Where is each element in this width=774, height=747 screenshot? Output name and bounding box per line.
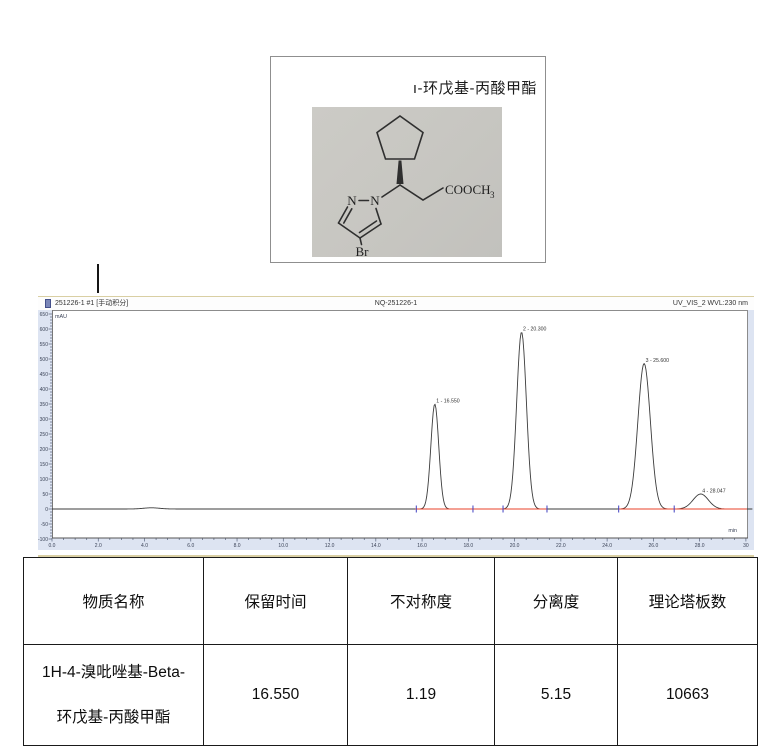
table-header-row: 物质名称 保留时间 不对称度 分离度 理论塔板数 <box>23 557 758 645</box>
results-table: 物质名称 保留时间 不对称度 分离度 理论塔板数 1H-4-溴吡唑基-Beta-… <box>23 557 758 746</box>
peak-label-3: 3 - 25.600 <box>646 358 669 364</box>
svg-text:150: 150 <box>40 462 49 468</box>
svg-text:650: 650 <box>40 312 49 318</box>
table-row: 1H-4-溴吡唑基-Beta- 环戊基-丙酸甲酯 16.550 1.19 5.1… <box>23 644 758 746</box>
peak-label-1: 1 - 16.550 <box>436 399 459 405</box>
injection-name: 251226-1 #1 [手动积分] <box>55 300 129 307</box>
svg-text:24.0: 24.0 <box>602 543 612 549</box>
ester-subscript: 3 <box>490 190 495 200</box>
svg-text:4.0: 4.0 <box>141 543 148 549</box>
svg-text:20.0: 20.0 <box>510 543 520 549</box>
header-plate-number: 理论塔板数 <box>617 557 758 645</box>
svg-text:50: 50 <box>42 492 48 498</box>
header-asymmetry: 不对称度 <box>347 557 495 645</box>
svg-text:8.0: 8.0 <box>234 543 241 549</box>
chromatogram-header-left: 251226-1 #1 [手动积分] <box>45 297 128 310</box>
svg-text:-100: -100 <box>38 537 48 543</box>
cell-asymmetry: 1.19 <box>347 644 495 746</box>
substance-name-line2: 环戊基-丙酸甲酯 <box>56 709 171 726</box>
chromatogram-plot: -100 -50 0 50 100 150 200 250 300 350 400 450 500 550… <box>38 310 754 550</box>
chemical-structure-drawing: N N Br COOCH 3 <box>337 115 495 257</box>
svg-text:300: 300 <box>40 417 49 423</box>
svg-text:10.0: 10.0 <box>278 543 288 549</box>
svg-text:500: 500 <box>40 357 49 363</box>
detector-channel-label: UV_VIS_2 WVL:230 nm <box>672 300 748 307</box>
text-cursor-mark <box>97 264 99 293</box>
y-axis-unit: mAU <box>55 314 67 320</box>
svg-text:2.0: 2.0 <box>95 543 102 549</box>
structure-photo: N N Br COOCH 3 <box>312 107 502 257</box>
svg-text:100: 100 <box>40 477 49 483</box>
svg-text:0.0: 0.0 <box>49 543 56 549</box>
substance-name-line1: 1H-4-溴吡唑基-Beta- <box>42 664 185 681</box>
svg-text:-50: -50 <box>41 522 48 528</box>
header-substance-name: 物质名称 <box>23 557 204 645</box>
svg-text:550: 550 <box>40 342 49 348</box>
header-resolution: 分离度 <box>494 557 618 645</box>
ester-group-label: COOCH <box>445 182 491 197</box>
svg-text:250: 250 <box>40 432 49 438</box>
svg-text:200: 200 <box>40 447 49 453</box>
svg-text:30: 30 <box>743 543 749 549</box>
svg-text:14.0: 14.0 <box>371 543 381 549</box>
header-retention-time: 保留时间 <box>203 557 348 645</box>
svg-text:350: 350 <box>40 402 49 408</box>
svg-text:22.0: 22.0 <box>556 543 566 549</box>
cell-resolution: 5.15 <box>494 644 618 746</box>
cell-substance-name: 1H-4-溴吡唑基-Beta- 环戊基-丙酸甲酯 <box>23 644 204 746</box>
svg-text:400: 400 <box>40 387 49 393</box>
svg-text:16.0: 16.0 <box>417 543 427 549</box>
atom-label-n1: N <box>370 193 380 208</box>
svg-text:28.0: 28.0 <box>695 543 705 549</box>
svg-text:0: 0 <box>45 507 48 513</box>
svg-text:18.0: 18.0 <box>463 543 473 549</box>
cell-retention-time: 16.550 <box>203 644 348 746</box>
cell-plate-number: 10663 <box>617 644 758 746</box>
peak-label-2: 2 - 20.300 <box>523 327 546 333</box>
injection-file-icon <box>45 299 51 308</box>
peak-label-4: 4 - 28.047 <box>702 489 725 495</box>
chromatogram-panel: 251226-1 #1 [手动积分] NQ-251226-1 UV_VIS_2 … <box>38 296 754 557</box>
structure-title: ı-环戊基-丙酸甲酯 <box>412 80 537 97</box>
svg-text:600: 600 <box>40 327 49 333</box>
chromatogram-header: 251226-1 #1 [手动积分] NQ-251226-1 UV_VIS_2 … <box>38 297 754 310</box>
svg-text:450: 450 <box>40 372 49 378</box>
x-axis-unit: min <box>728 528 737 534</box>
atom-label-br: Br <box>356 244 370 257</box>
svg-text:12.0: 12.0 <box>325 543 335 549</box>
sample-name: NQ-251226-1 <box>374 300 418 307</box>
svg-text:6.0: 6.0 <box>187 543 194 549</box>
svg-text:26.0: 26.0 <box>649 543 659 549</box>
structure-box: ı-环戊基-丙酸甲酯 <box>270 56 546 263</box>
atom-label-n2: N <box>347 193 357 208</box>
